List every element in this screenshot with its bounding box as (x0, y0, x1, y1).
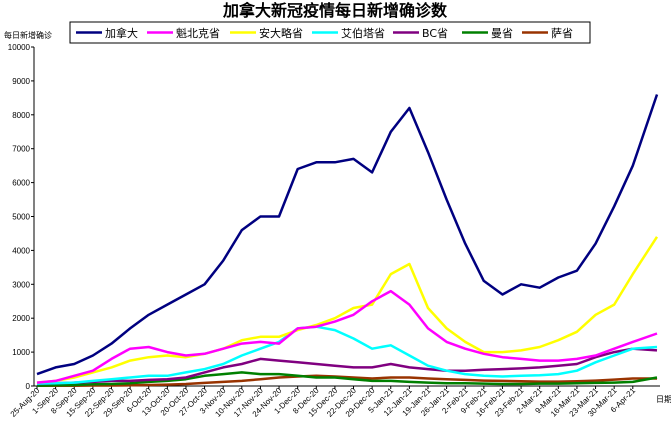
y-tick-label: 6000 (12, 179, 30, 188)
y-tick-label: 1000 (12, 348, 30, 357)
y-tick-label: 7000 (12, 145, 30, 154)
y-tick-label: 8000 (12, 111, 30, 120)
series-line-4 (36, 347, 658, 386)
legend-label: 艾伯塔省 (341, 26, 385, 40)
y-tick-label: 9000 (12, 77, 30, 86)
y-tick-label: 10000 (8, 43, 31, 52)
y-tick-label: 2000 (12, 314, 30, 323)
y-tick-label: 5000 (12, 213, 30, 222)
y-tick-label: 3000 (12, 280, 30, 289)
series-line-0 (36, 94, 659, 376)
legend-label: 安大略省 (259, 26, 303, 40)
legend-label: 魁北克省 (176, 26, 220, 40)
legend-label: 萨省 (551, 27, 573, 40)
legend: 加拿大 魁北克省 安大略省 艾伯塔省 BC省 曼省 萨省 (76, 26, 573, 40)
series-line-6 (36, 374, 657, 388)
series-line-2 (36, 236, 659, 384)
y-tick-label: 4000 (12, 246, 30, 255)
series-line-5 (36, 371, 658, 387)
chart-title: 加拿大新冠疫情每日新增确诊数 (222, 1, 448, 20)
series-line-3 (36, 325, 658, 385)
y-ticks: 0 1000 2000 3000 4000 5000 6000 7000 8000 9000 100… (8, 43, 34, 391)
legend-label: 曼省 (491, 27, 513, 40)
y-tick-label: 0 (26, 382, 31, 391)
y-axis-label: 每日新增确诊 (4, 30, 52, 40)
x-axis-label: 日期 (656, 395, 671, 404)
series-lines (36, 94, 659, 388)
legend-label: 加拿大 (105, 26, 138, 40)
x-ticks: 25-Aug-201-Sep-208-Sep-2015-Sep-2022-Sep… (9, 386, 638, 419)
series-line-1 (36, 289, 658, 384)
legend-label: BC省 (422, 27, 448, 40)
